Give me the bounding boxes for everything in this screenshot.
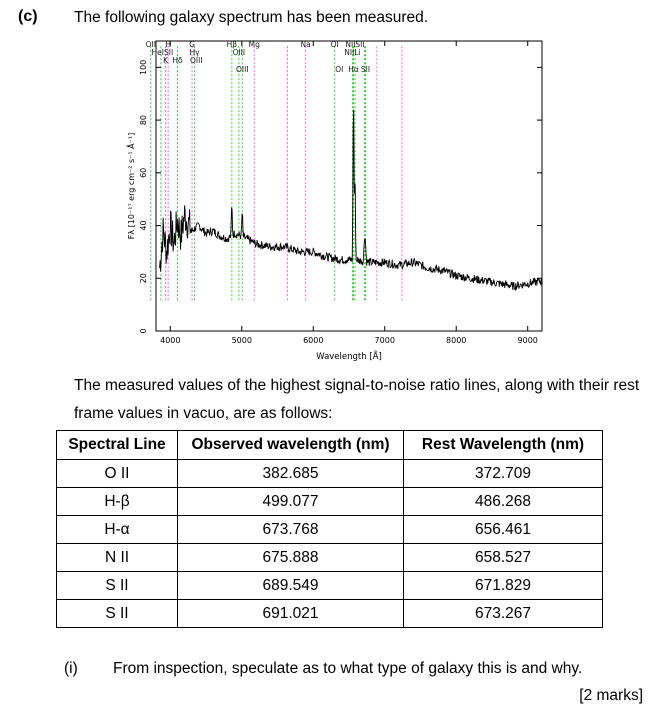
cell: 673.768 <box>177 515 404 544</box>
line-label: H <box>165 40 171 49</box>
cell: O II <box>56 459 178 488</box>
table-row: H-α 673.768 656.461 <box>56 515 603 544</box>
cell: S II <box>56 599 178 628</box>
cell: 689.549 <box>177 571 404 600</box>
plot-frame <box>155 40 543 332</box>
x-tick-label: 5000 <box>232 336 252 345</box>
line-label: OIII <box>190 56 203 65</box>
cell: 673.267 <box>403 599 603 628</box>
line-label: Hδ <box>172 56 183 65</box>
line-label: NIISII <box>345 40 364 49</box>
y-tick-label: 20 <box>139 273 148 283</box>
line-label: OIII <box>233 48 246 57</box>
x-axis-label: Wavelength [Å] <box>316 350 382 362</box>
marks-label: [2 marks] <box>579 687 643 704</box>
y-tick-label: 40 <box>139 220 148 230</box>
line-label: HeISII <box>152 48 174 57</box>
table-intro: The measured values of the highest signa… <box>74 377 640 422</box>
line-label: OII <box>146 40 156 49</box>
part-label: (c) <box>18 8 38 25</box>
cell: H-α <box>56 515 178 544</box>
table-row: H-β 499.077 486.268 <box>56 487 603 516</box>
cell: 671.829 <box>403 571 603 600</box>
col-header: Spectral Line <box>56 430 178 460</box>
cell: 382.685 <box>177 459 404 488</box>
cell: H-β <box>56 487 178 516</box>
line-label: G <box>189 40 195 49</box>
line-label: Hβ <box>227 40 238 49</box>
line-label: OIII <box>236 65 249 74</box>
col-header: Observed wavelength (nm) <box>177 430 404 460</box>
line-label: OI <box>335 65 343 74</box>
question-text: From inspection, speculate as to what ty… <box>113 660 583 677</box>
y-tick-label: 0 <box>139 328 148 333</box>
line-label: Hα <box>348 65 359 74</box>
table-row: S II 689.549 671.829 <box>56 571 603 600</box>
table-row: N II 675.888 658.527 <box>56 543 603 572</box>
cell: 656.461 <box>403 515 603 544</box>
cell: 486.268 <box>403 487 603 516</box>
line-label: K <box>163 56 169 65</box>
x-tick-label: 4000 <box>160 336 180 345</box>
cell: 675.888 <box>177 543 404 572</box>
table-row: O II 382.685 372.709 <box>56 459 603 488</box>
intro-text: The following galaxy spectrum has been m… <box>74 9 429 26</box>
cell: 691.021 <box>177 599 404 628</box>
line-label: SII <box>361 65 370 74</box>
spectrum-line <box>159 109 543 292</box>
y-tick-label: 60 <box>139 168 148 178</box>
y-axis-label: Fλ [10⁻¹⁷ erg cm⁻² s⁻¹ Å⁻¹] <box>126 133 136 239</box>
cell: N II <box>56 543 178 572</box>
x-tick-label: 8000 <box>446 336 466 345</box>
line-label: Mg <box>249 40 260 49</box>
x-tick-label: 6000 <box>303 336 323 345</box>
cell: 658.527 <box>403 543 603 572</box>
col-header: Rest Wavelength (nm) <box>403 430 603 460</box>
x-tick-label: 9000 <box>518 336 538 345</box>
y-tick-label: 80 <box>139 115 148 125</box>
line-label: OI <box>331 40 339 49</box>
question-number: (i) <box>64 660 78 677</box>
table-row: S II 691.021 673.267 <box>56 599 603 628</box>
cell: 499.077 <box>177 487 404 516</box>
cell: 372.709 <box>403 459 603 488</box>
x-tick-label: 7000 <box>375 336 395 345</box>
line-label: Na <box>301 40 311 49</box>
cell: S II <box>56 571 178 600</box>
line-label: NIILi <box>344 48 360 57</box>
line-label: Hγ <box>190 48 201 57</box>
y-tick-label: 100 <box>139 60 148 75</box>
table-header-row: Spectral Line Observed wavelength (nm) R… <box>56 430 603 460</box>
spectral-line-table: Spectral Line Observed wavelength (nm) R… <box>56 430 603 628</box>
